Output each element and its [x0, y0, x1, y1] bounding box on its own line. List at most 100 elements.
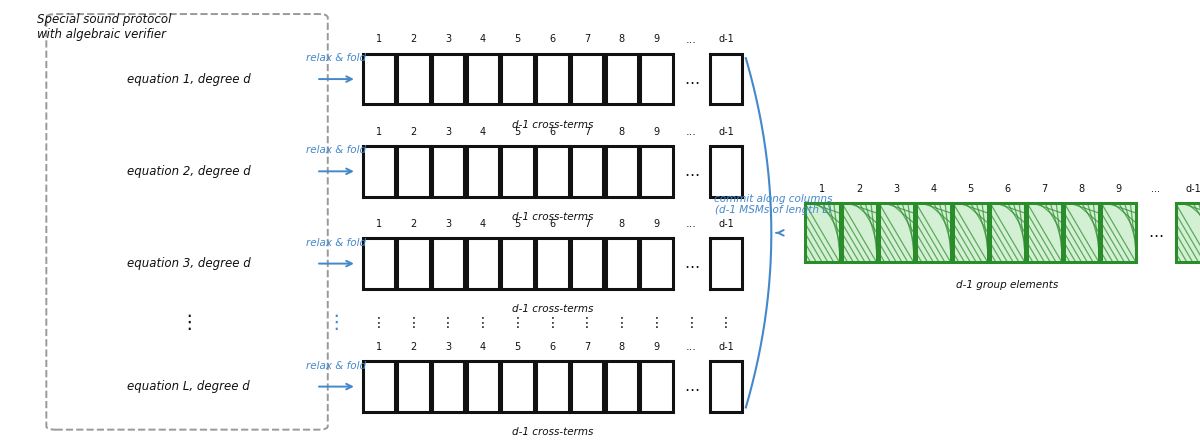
Bar	[710, 146, 743, 197]
Bar	[1176, 203, 1200, 263]
Bar	[1102, 203, 1136, 263]
Text: d-1: d-1	[719, 127, 734, 136]
Text: 1: 1	[820, 183, 826, 194]
Text: ⋮: ⋮	[372, 316, 385, 330]
Text: 4: 4	[930, 183, 936, 194]
Text: 5: 5	[515, 34, 521, 44]
Bar	[467, 238, 499, 289]
Bar	[467, 361, 499, 412]
Bar	[397, 238, 430, 289]
Text: ⋮: ⋮	[649, 316, 664, 330]
Bar	[606, 54, 638, 104]
Text: 7: 7	[584, 127, 590, 136]
Text: 7: 7	[584, 219, 590, 229]
Text: ⋮: ⋮	[684, 316, 698, 330]
Text: 3: 3	[445, 127, 451, 136]
Text: 4: 4	[480, 127, 486, 136]
Text: …: …	[1148, 225, 1163, 240]
Text: ⋮: ⋮	[511, 316, 524, 330]
Bar	[571, 146, 604, 197]
Bar	[880, 203, 913, 263]
Bar	[397, 146, 430, 197]
Text: ⋮: ⋮	[546, 316, 559, 330]
Bar	[502, 238, 534, 289]
Text: 6: 6	[1004, 183, 1010, 194]
Bar	[606, 238, 638, 289]
Text: ...: ...	[686, 342, 697, 352]
Bar	[916, 203, 950, 263]
Bar	[536, 361, 569, 412]
Bar	[397, 361, 430, 412]
Bar	[536, 238, 569, 289]
Text: Special sound protocol
with algebraic verifier: Special sound protocol with algebraic ve…	[37, 13, 172, 41]
Text: 7: 7	[584, 34, 590, 44]
Bar	[641, 361, 673, 412]
Bar	[362, 238, 395, 289]
Text: 8: 8	[619, 34, 625, 44]
Text: 9: 9	[1116, 183, 1122, 194]
Text: equation 1, degree d: equation 1, degree d	[127, 73, 251, 85]
Text: ⋮: ⋮	[179, 313, 198, 332]
Text: 6: 6	[550, 34, 556, 44]
Text: …: …	[684, 379, 698, 394]
Bar	[571, 238, 604, 289]
Text: d-1 cross-terms: d-1 cross-terms	[511, 427, 593, 437]
Text: 1: 1	[376, 219, 382, 229]
Text: d-1 group elements: d-1 group elements	[956, 280, 1058, 290]
Bar	[606, 146, 638, 197]
Bar	[536, 54, 569, 104]
Text: 1: 1	[376, 127, 382, 136]
Bar	[432, 238, 464, 289]
Bar	[502, 361, 534, 412]
Text: ⋮: ⋮	[407, 316, 420, 330]
Text: ⋮: ⋮	[326, 313, 346, 332]
Text: 9: 9	[654, 342, 660, 352]
Text: d-1: d-1	[719, 219, 734, 229]
Bar	[641, 238, 673, 289]
Text: relax & fold: relax & fold	[306, 360, 366, 370]
Text: ⋮: ⋮	[442, 316, 455, 330]
Text: ⋮: ⋮	[719, 316, 733, 330]
Text: 9: 9	[654, 219, 660, 229]
Text: 2: 2	[410, 219, 416, 229]
Text: 9: 9	[654, 34, 660, 44]
Text: equation 3, degree d: equation 3, degree d	[127, 257, 251, 270]
Bar	[362, 361, 395, 412]
Text: ...: ...	[686, 127, 697, 137]
Bar	[502, 146, 534, 197]
Text: 5: 5	[967, 183, 973, 194]
Text: 3: 3	[445, 34, 451, 44]
Text: equation 2, degree d: equation 2, degree d	[127, 165, 251, 178]
Text: …: …	[684, 256, 698, 271]
Text: 8: 8	[619, 127, 625, 136]
Text: relax & fold: relax & fold	[306, 145, 366, 155]
Text: …: …	[684, 164, 698, 179]
Text: 3: 3	[445, 342, 451, 352]
Bar	[641, 54, 673, 104]
Text: 7: 7	[584, 342, 590, 352]
Text: 4: 4	[480, 219, 486, 229]
Text: d-1 cross-terms: d-1 cross-terms	[511, 212, 593, 222]
Text: 3: 3	[893, 183, 900, 194]
Text: 6: 6	[550, 219, 556, 229]
Text: 5: 5	[515, 219, 521, 229]
Text: 7: 7	[1042, 183, 1048, 194]
Text: 5: 5	[515, 127, 521, 136]
Bar	[1027, 203, 1062, 263]
Text: 2: 2	[410, 34, 416, 44]
Text: d-1 cross-terms: d-1 cross-terms	[511, 120, 593, 130]
Text: ⋮: ⋮	[476, 316, 490, 330]
Bar	[990, 203, 1025, 263]
Text: 5: 5	[515, 342, 521, 352]
Bar	[502, 54, 534, 104]
Bar	[710, 54, 743, 104]
Text: 2: 2	[410, 127, 416, 136]
Bar	[362, 54, 395, 104]
Text: 9: 9	[654, 127, 660, 136]
Text: d-1 cross-terms: d-1 cross-terms	[511, 304, 593, 314]
Text: ...: ...	[686, 219, 697, 229]
Bar	[606, 361, 638, 412]
Text: equation L, degree d: equation L, degree d	[127, 380, 250, 393]
Text: 8: 8	[619, 219, 625, 229]
Text: 8: 8	[1079, 183, 1085, 194]
